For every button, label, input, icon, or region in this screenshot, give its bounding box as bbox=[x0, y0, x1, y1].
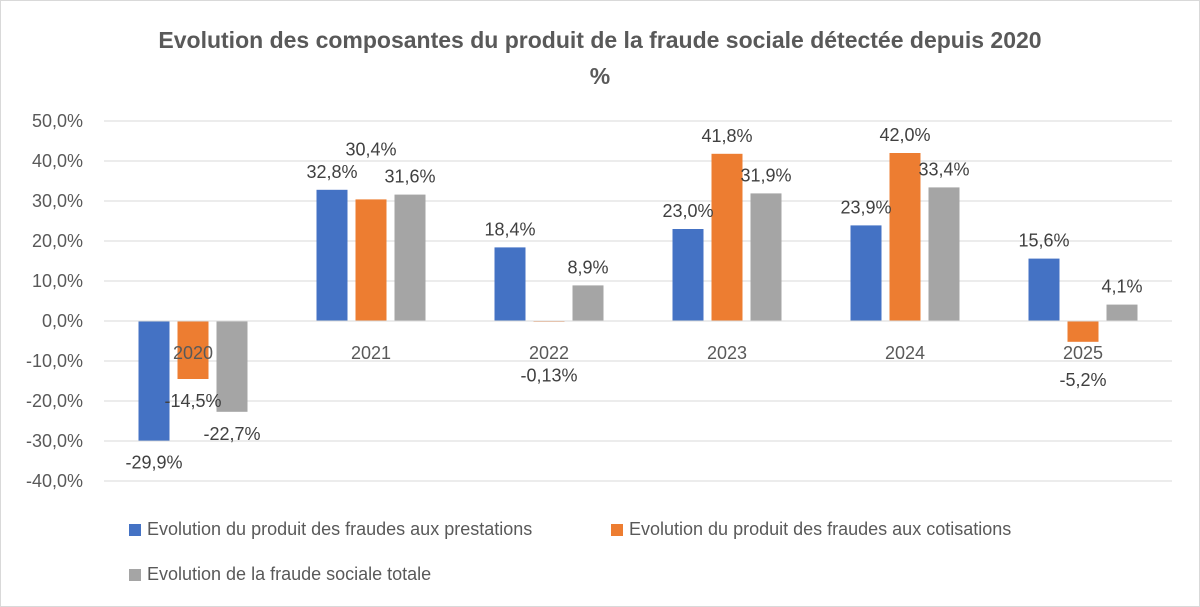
x-tick-label: 2023 bbox=[707, 343, 747, 363]
data-label: 41,8% bbox=[701, 126, 752, 146]
data-label: 31,9% bbox=[740, 165, 791, 185]
chart-title: Evolution des composantes du produit de … bbox=[158, 27, 1042, 53]
bar-2024-0 bbox=[850, 225, 882, 321]
bar-2020-1 bbox=[177, 321, 209, 379]
data-label: 31,6% bbox=[384, 167, 435, 187]
bar-2023-2 bbox=[750, 193, 782, 321]
data-label: 23,0% bbox=[662, 201, 713, 221]
x-tick-label: 2021 bbox=[351, 343, 391, 363]
legend-label: Evolution de la fraude sociale totale bbox=[147, 564, 432, 584]
data-label: 23,9% bbox=[840, 197, 891, 217]
bar-2025-2 bbox=[1106, 304, 1138, 321]
legend-swatch bbox=[129, 568, 141, 581]
y-tick-label: -10,0% bbox=[26, 351, 83, 371]
data-label: 42,0% bbox=[879, 125, 930, 145]
data-label: -14,5% bbox=[164, 391, 221, 411]
legend-item-prestations: Evolution du produit des fraudes aux pre… bbox=[129, 519, 532, 540]
legend-swatch bbox=[129, 523, 141, 536]
legend-item-cotisations: Evolution du produit des fraudes aux cot… bbox=[611, 519, 1011, 540]
x-tick-label: 2024 bbox=[885, 343, 925, 363]
bar-2024-1 bbox=[889, 153, 921, 321]
y-tick-label: -20,0% bbox=[26, 391, 83, 411]
data-label: 8,9% bbox=[567, 257, 608, 277]
x-tick-label: 2022 bbox=[529, 343, 569, 363]
legend-swatch bbox=[611, 523, 623, 536]
legend-label: Evolution du produit des fraudes aux pre… bbox=[147, 519, 533, 539]
data-label: 15,6% bbox=[1018, 231, 1069, 251]
data-label: -29,9% bbox=[125, 453, 182, 473]
data-label: 33,4% bbox=[918, 159, 969, 179]
y-tick-label: 0,0% bbox=[42, 311, 83, 331]
chart-subtitle: % bbox=[589, 63, 611, 89]
legend-label: Evolution du produit des fraudes aux cot… bbox=[629, 519, 1012, 539]
x-tick-label: 2020 bbox=[173, 343, 213, 363]
data-label: 18,4% bbox=[484, 219, 535, 239]
bar-2020-2 bbox=[216, 321, 248, 412]
y-tick-label: 20,0% bbox=[32, 231, 83, 251]
bar-2023-1 bbox=[711, 153, 743, 321]
bar-2020-0 bbox=[138, 321, 170, 441]
data-label: 4,1% bbox=[1101, 277, 1142, 297]
bar-2022-0 bbox=[494, 247, 526, 321]
bar-2021-0 bbox=[316, 189, 348, 321]
data-label: -22,7% bbox=[203, 424, 260, 444]
x-tick-label: 2025 bbox=[1063, 343, 1103, 363]
bar-2022-2 bbox=[572, 285, 604, 321]
data-label: -5,2% bbox=[1059, 370, 1106, 390]
y-tick-label: -30,0% bbox=[26, 431, 83, 451]
bar-2025-0 bbox=[1028, 258, 1060, 321]
y-tick-label: 50,0% bbox=[32, 111, 83, 131]
bar-2025-1 bbox=[1067, 321, 1099, 342]
bar-2021-1 bbox=[355, 199, 387, 321]
y-tick-label: 40,0% bbox=[32, 151, 83, 171]
legend-item-total: Evolution de la fraude sociale totale bbox=[129, 564, 431, 585]
bar-2024-2 bbox=[928, 187, 960, 321]
data-label: 30,4% bbox=[345, 139, 396, 159]
bar-2021-2 bbox=[394, 194, 426, 321]
data-label: -0,13% bbox=[520, 366, 577, 386]
y-tick-label: 10,0% bbox=[32, 271, 83, 291]
y-tick-label: -40,0% bbox=[26, 471, 83, 491]
data-label: 32,8% bbox=[306, 162, 357, 182]
bar-2023-0 bbox=[672, 229, 704, 321]
y-tick-label: 30,0% bbox=[32, 191, 83, 211]
